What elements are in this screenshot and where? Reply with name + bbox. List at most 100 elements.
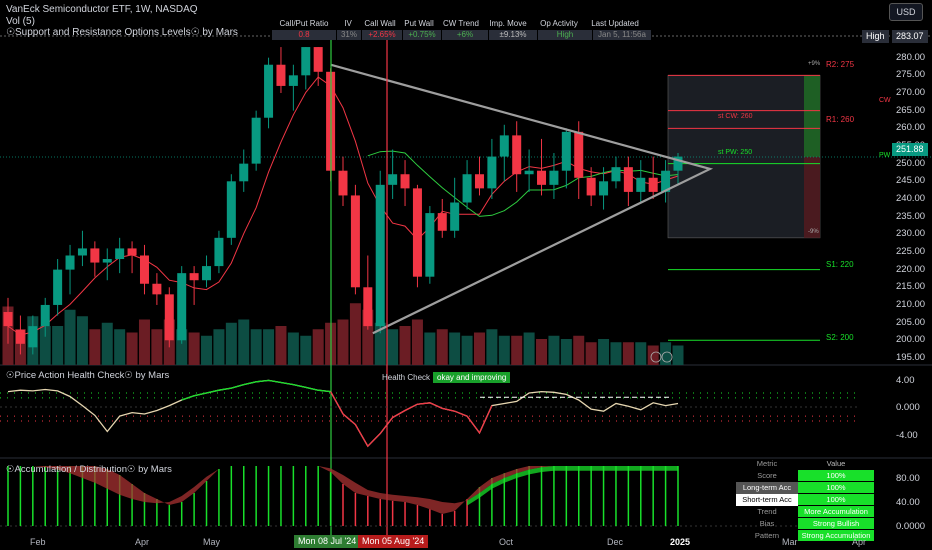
volume-bar (486, 329, 498, 365)
volume-bar (250, 329, 262, 365)
candle-body (400, 174, 410, 189)
candle-body (388, 174, 398, 185)
candle-body (599, 181, 609, 196)
volume-bar (647, 345, 659, 365)
pw-marker: PW (879, 152, 891, 159)
summary-value: Strong Bullish (798, 518, 874, 529)
candle-body (363, 287, 373, 327)
candle-body (28, 326, 38, 348)
acc-tick: 0.0000 (896, 521, 926, 532)
volume-bar (399, 326, 411, 365)
high-label: High (862, 30, 889, 43)
candle-body (661, 170, 671, 192)
price-tick-label: 275.00 (896, 69, 926, 81)
implied-up-label: +9% (808, 61, 821, 67)
summary-key: Score (757, 471, 777, 480)
st-cw-label: st CW: 260 (718, 113, 753, 120)
candle-body (450, 202, 460, 231)
volume-bar (39, 326, 51, 365)
volume-bar (424, 332, 436, 365)
volume-bar (660, 342, 672, 365)
volume-bar (362, 309, 374, 365)
volume-bar (598, 339, 610, 365)
candle-body (636, 177, 646, 192)
candle-body (586, 177, 596, 196)
metric-header: Call Wall (364, 19, 396, 28)
volume-bar (89, 329, 101, 365)
volume-bar (536, 339, 548, 365)
candle-body (623, 167, 633, 192)
candle-body (350, 195, 360, 288)
volume-bar (436, 329, 448, 365)
volume-bar (52, 326, 64, 365)
health-line-negative (330, 391, 493, 448)
summary-value: Strong Accumulation (798, 530, 874, 541)
price-tick-label: 265.00 (896, 104, 926, 116)
volume-bar (176, 329, 188, 365)
volume-bar (225, 322, 237, 365)
st-pw-label: st PW: 250 (718, 149, 753, 156)
summary-value: 100% (798, 494, 874, 505)
candle-body (214, 237, 224, 267)
metric-value: Jan 5, 11:56a (593, 30, 652, 40)
volume-bar (114, 329, 126, 365)
price-tick-label: 280.00 (896, 51, 926, 63)
summary-key: Short-term Acc (736, 494, 798, 506)
green-crosshair-date: Mon 08 Jul '24 (294, 535, 361, 548)
metric-header: Last Updated (591, 19, 639, 28)
date-label: Oct (499, 537, 514, 547)
candle-body (524, 170, 534, 175)
candle-body (313, 47, 323, 72)
health-tick: 4.00 (896, 375, 915, 386)
acc-tick: 40.00 (896, 497, 920, 508)
candle-body (301, 47, 311, 76)
price-tick-label: 235.00 (896, 210, 926, 222)
candle-body (177, 273, 187, 341)
moving-average-line (7, 76, 679, 336)
metric-value: +2.65% (362, 30, 403, 40)
volume-indicator-label[interactable]: Vol (5) (6, 16, 35, 27)
candle-body (40, 304, 50, 327)
price-tick-label: 260.00 (896, 122, 926, 134)
candle-body (462, 174, 472, 203)
volume-bar (560, 339, 572, 365)
volume-bar (101, 322, 113, 365)
candle-body (437, 213, 447, 231)
sr-indicator-label[interactable]: ☉Support and Resistance Options Levels☉ … (6, 27, 238, 38)
date-label: May (203, 537, 221, 547)
volume-bar (498, 335, 510, 365)
date-label: Dec (607, 537, 624, 547)
volume-bar (411, 319, 423, 365)
metric-value: +6% (442, 30, 489, 40)
candle-body (164, 294, 174, 341)
price-tick-label: 200.00 (896, 334, 926, 346)
metric-header: Call/Put Ratio (279, 19, 329, 28)
red-crosshair-date: Mon 05 Aug '24 (358, 535, 429, 548)
metric-header: Imp. Move (489, 19, 527, 28)
volume-bar (349, 303, 361, 365)
volume-bar (337, 319, 349, 365)
price-tick-label: 210.00 (896, 298, 926, 310)
summary-key: Long-term Acc (736, 482, 798, 494)
health-tick: -4.00 (896, 430, 918, 441)
volume-bar (76, 316, 88, 365)
accumulation-indicator-title[interactable]: ☉Accumulation / Distribution☉ by Mars (6, 464, 172, 475)
metric-value: +0.75% (403, 30, 442, 40)
volume-bar (461, 335, 473, 365)
metric-header: CW Trend (442, 19, 479, 28)
volume-bar (238, 319, 250, 365)
implied-up-zone (804, 75, 820, 157)
summary-value: 100% (798, 470, 874, 481)
health-indicator-title[interactable]: ☉Price Action Health Check☉ by Mars (6, 370, 170, 381)
currency-button[interactable]: USD (889, 3, 923, 21)
summary-value: Value (826, 459, 846, 468)
candle-body (512, 135, 522, 175)
candle-body (202, 266, 212, 281)
health-line-positive (181, 379, 331, 401)
high-value: 283.07 (892, 30, 928, 43)
triangle-pattern (330, 63, 714, 335)
volume-bar (635, 342, 647, 365)
volume-bar (287, 332, 299, 365)
candle-body (375, 184, 385, 327)
